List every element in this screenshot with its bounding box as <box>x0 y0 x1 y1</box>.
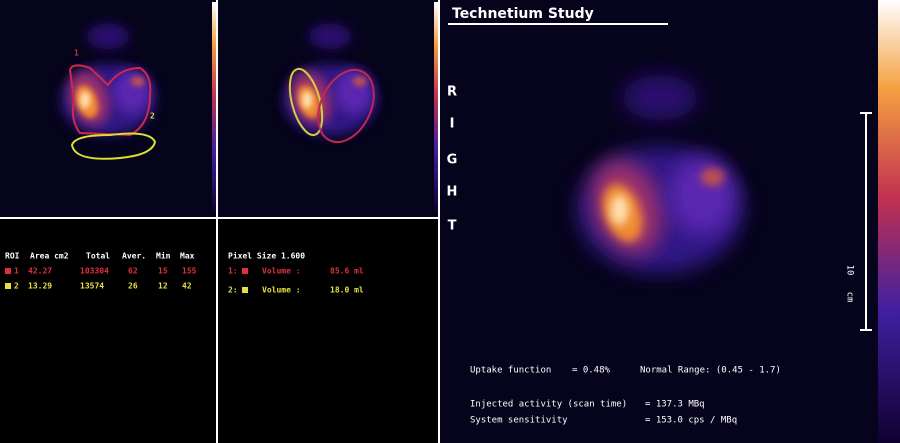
orientation-letter: T <box>448 219 457 234</box>
cell: 15 <box>158 267 168 276</box>
roi-swatch <box>5 268 11 274</box>
value: 85.6 ml <box>330 267 364 276</box>
cell: 2 <box>14 282 19 291</box>
cell: 155 <box>182 267 197 276</box>
scale-unit: cm <box>845 292 855 303</box>
roi-rows: 1 42.27 103304 62 15 155 2 13.29 13574 26 12 42 <box>14 267 197 291</box>
orientation-letter: G <box>447 153 458 168</box>
cell: 26 <box>128 282 138 291</box>
roi-2 <box>70 132 157 160</box>
cell: 62 <box>128 267 138 276</box>
label: Volume : <box>262 267 301 276</box>
cell: 42 <box>182 282 192 291</box>
title: Technetium Study <box>452 6 594 22</box>
color-bar <box>878 0 900 443</box>
header: Aver. <box>122 252 146 261</box>
header: Total <box>86 252 110 261</box>
roi-swatch <box>242 268 248 274</box>
header: Max <box>180 252 195 261</box>
roi-label: 2 <box>150 112 155 121</box>
orientation: R I G H T <box>447 85 458 234</box>
value: 18.0 ml <box>330 286 364 295</box>
injected-value: = 137.3 MBq <box>645 400 705 410</box>
cell: 103304 <box>80 267 109 276</box>
pixel-size: Pixel Size 1.600 <box>228 251 305 261</box>
roi-label: 1 <box>74 49 79 58</box>
orientation-letter: R <box>447 85 457 100</box>
orientation-letter: I <box>450 117 455 132</box>
index: 1: <box>228 267 238 276</box>
cell: 42.27 <box>28 267 52 276</box>
uptake-value: = 0.48% <box>572 366 611 376</box>
scale-value: 10 <box>845 265 855 276</box>
orientation-letter: H <box>447 185 458 200</box>
cell: 1 <box>14 267 19 276</box>
header: ROI <box>5 252 20 261</box>
injected-label: Injected activity (scan time) <box>470 400 627 410</box>
roi-1 <box>68 64 152 137</box>
label: Volume : <box>262 286 301 295</box>
sensitivity-value: = 153.0 cps / MBq <box>645 416 737 426</box>
sensitivity-label: System sensitivity <box>470 416 568 426</box>
index: 2: <box>228 286 238 295</box>
uptake-label: Uptake function <box>470 366 551 376</box>
roi-table: ROI Area cm2 Total Aver. Min Max <box>5 251 195 261</box>
color-bar <box>212 2 216 212</box>
cell: 13574 <box>80 282 104 291</box>
header: Min <box>156 251 171 261</box>
header: Area cm2 <box>30 252 69 261</box>
cell: 12 <box>158 282 168 291</box>
color-bar <box>434 2 438 212</box>
roi-swatch <box>5 283 11 289</box>
cell: 13.29 <box>28 282 52 291</box>
roi-1 <box>288 67 324 137</box>
roi-2 <box>317 68 375 144</box>
roi-swatch <box>242 287 248 293</box>
normal-range: Normal Range: (0.45 - 1.7) <box>640 366 781 376</box>
